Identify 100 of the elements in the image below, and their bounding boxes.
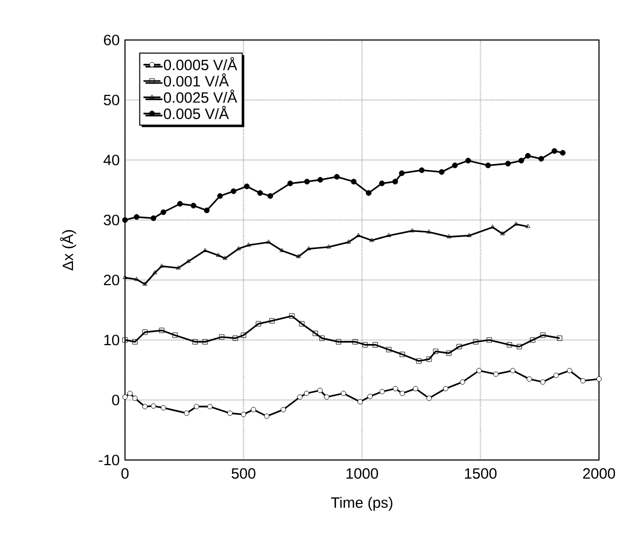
point bbox=[299, 321, 304, 326]
legend-label: 0.0025 V/Å bbox=[164, 90, 238, 103]
y-tick-label: 20 bbox=[104, 274, 120, 286]
point bbox=[540, 332, 546, 338]
x-tick-label: 0 bbox=[121, 468, 129, 479]
point bbox=[446, 350, 452, 356]
x-axis-title: Time (ps) bbox=[331, 496, 392, 511]
point bbox=[269, 318, 275, 324]
point bbox=[518, 158, 524, 164]
point bbox=[433, 348, 438, 354]
point bbox=[142, 282, 148, 286]
point bbox=[526, 224, 530, 228]
point bbox=[485, 162, 491, 168]
point bbox=[580, 378, 586, 384]
point bbox=[356, 232, 361, 238]
point bbox=[426, 356, 432, 362]
point bbox=[456, 344, 462, 350]
x-tick-label: 500 bbox=[232, 468, 256, 479]
point bbox=[552, 148, 558, 154]
point bbox=[160, 209, 166, 216]
point bbox=[466, 232, 472, 238]
point bbox=[400, 352, 405, 358]
point bbox=[250, 406, 256, 412]
point bbox=[516, 344, 522, 350]
point bbox=[207, 404, 212, 410]
point bbox=[240, 332, 246, 338]
point bbox=[184, 410, 190, 416]
point bbox=[438, 169, 444, 175]
point bbox=[416, 358, 422, 364]
point bbox=[267, 193, 274, 199]
point bbox=[304, 390, 310, 396]
point bbox=[392, 386, 398, 392]
point bbox=[490, 224, 495, 229]
point bbox=[246, 242, 251, 247]
point bbox=[476, 368, 482, 374]
point bbox=[306, 246, 311, 250]
point bbox=[386, 232, 392, 238]
point bbox=[500, 231, 505, 236]
point bbox=[369, 238, 374, 242]
point bbox=[297, 394, 303, 400]
point bbox=[526, 376, 532, 382]
legend-label: 0.001 V/Å bbox=[164, 73, 229, 87]
point bbox=[486, 337, 492, 343]
point bbox=[372, 342, 378, 348]
point bbox=[510, 368, 516, 374]
point bbox=[266, 240, 271, 244]
point bbox=[256, 321, 262, 326]
y-tick-label: 40 bbox=[104, 154, 120, 166]
point bbox=[346, 240, 351, 244]
point bbox=[176, 265, 181, 270]
point bbox=[362, 342, 368, 348]
point bbox=[122, 217, 128, 223]
point bbox=[505, 160, 511, 166]
point bbox=[530, 337, 536, 343]
point bbox=[557, 336, 562, 341]
point bbox=[426, 396, 432, 401]
point bbox=[222, 256, 228, 260]
point bbox=[132, 396, 138, 401]
y-tick-label: 30 bbox=[104, 214, 120, 226]
point bbox=[280, 248, 284, 252]
point bbox=[418, 167, 425, 174]
point bbox=[296, 254, 301, 258]
point bbox=[159, 328, 164, 334]
point bbox=[236, 246, 241, 250]
point bbox=[190, 202, 196, 208]
y-tick-label: 50 bbox=[104, 94, 120, 106]
x-tick-label: 1000 bbox=[346, 468, 378, 479]
point bbox=[317, 176, 324, 183]
point bbox=[122, 394, 128, 400]
point bbox=[446, 234, 452, 238]
point bbox=[257, 190, 263, 196]
point bbox=[159, 264, 164, 268]
point bbox=[152, 270, 158, 274]
point bbox=[150, 403, 156, 409]
y-tick-label: -10 bbox=[98, 454, 120, 466]
point bbox=[219, 334, 224, 340]
point bbox=[326, 244, 331, 248]
point bbox=[134, 276, 139, 281]
point bbox=[596, 376, 602, 382]
point bbox=[287, 180, 294, 186]
point bbox=[142, 330, 148, 335]
x-tick-label: 2000 bbox=[583, 468, 616, 479]
y-tick-label: 10 bbox=[104, 334, 120, 346]
point bbox=[150, 215, 156, 222]
point bbox=[334, 174, 340, 180]
point bbox=[194, 404, 200, 410]
y-tick-label: 60 bbox=[104, 34, 120, 46]
point bbox=[426, 229, 432, 234]
point bbox=[379, 180, 385, 186]
point bbox=[460, 379, 466, 385]
point bbox=[230, 188, 236, 194]
point bbox=[380, 388, 385, 394]
point bbox=[202, 248, 208, 252]
legend-label: 0.005 V/Å bbox=[164, 106, 229, 120]
point bbox=[312, 330, 318, 336]
point bbox=[240, 412, 246, 418]
point bbox=[177, 200, 183, 207]
point bbox=[357, 399, 363, 404]
point bbox=[317, 388, 323, 394]
point bbox=[192, 339, 198, 344]
